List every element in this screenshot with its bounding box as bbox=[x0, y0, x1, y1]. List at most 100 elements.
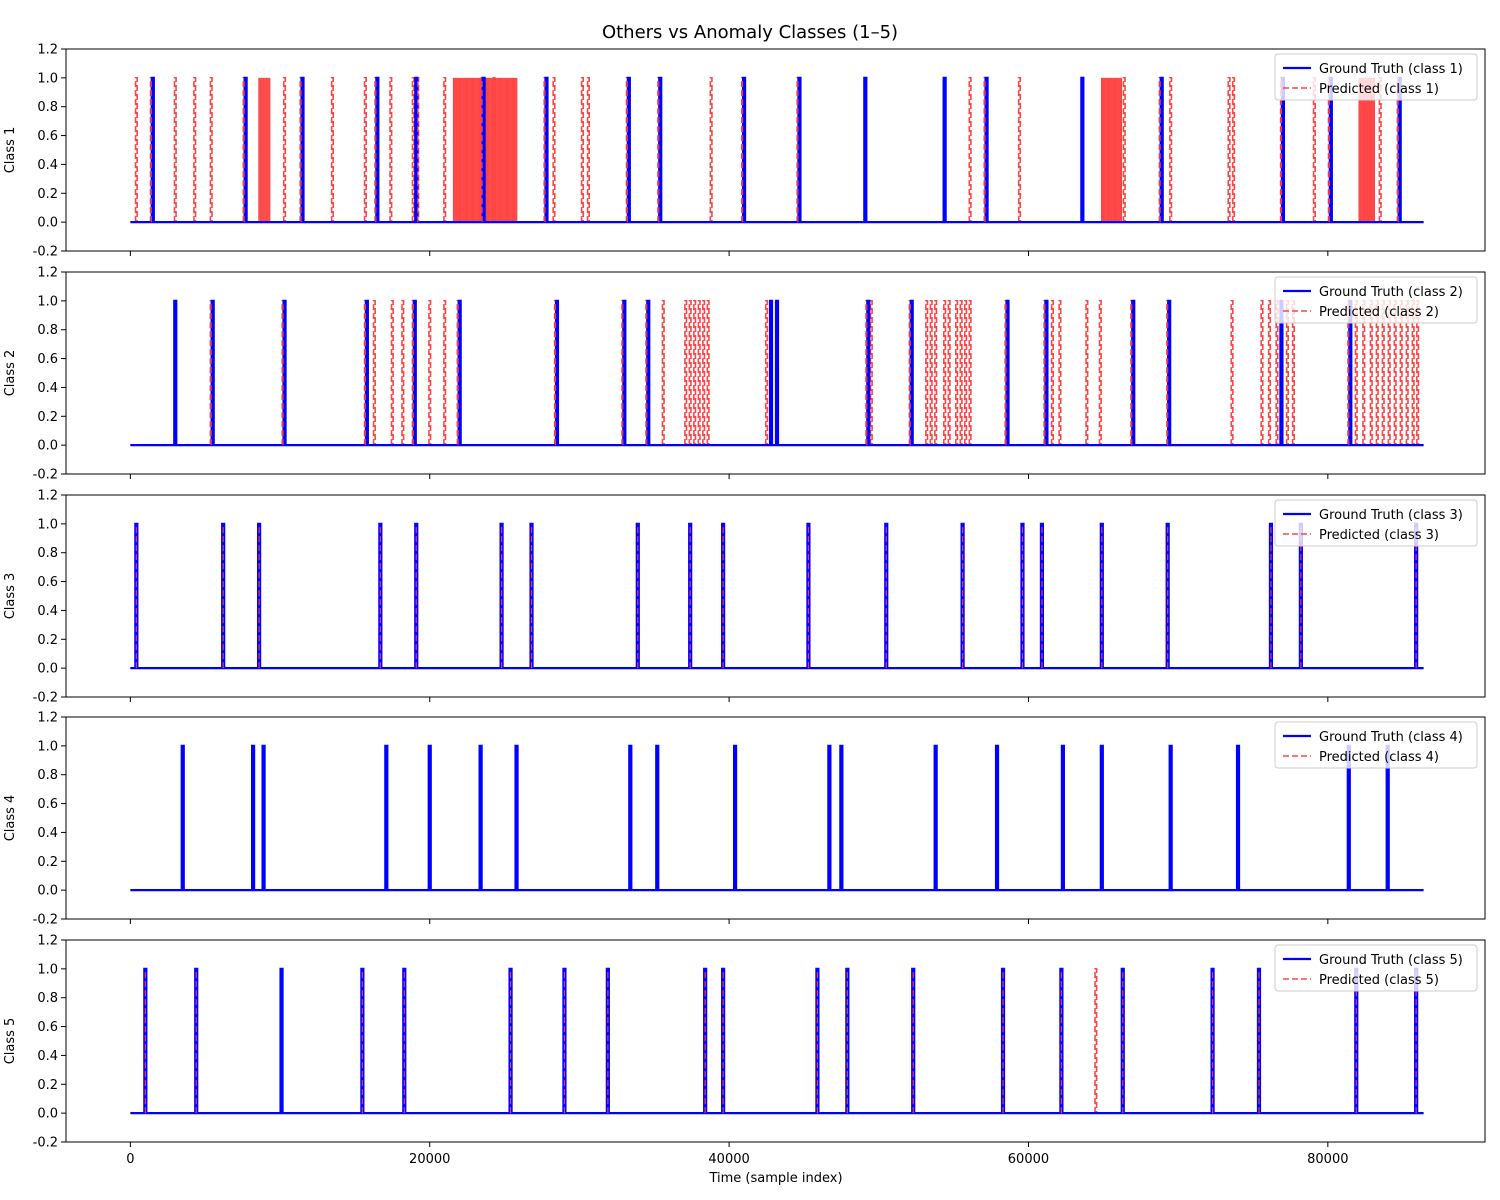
predicted-band-4 bbox=[1358, 77, 1376, 223]
ground-truth-spike bbox=[375, 76, 380, 223]
predicted-spike bbox=[869, 300, 873, 446]
ground-truth-spike bbox=[251, 744, 256, 891]
ground-truth-spike bbox=[173, 299, 178, 446]
y-tick-label: 1.2 bbox=[37, 43, 58, 58]
y-tick-label: 0.8 bbox=[37, 100, 58, 115]
predicted-spike bbox=[330, 77, 335, 223]
y-tick-label: 0.2 bbox=[37, 855, 58, 870]
predicted-spike bbox=[959, 300, 963, 446]
predicted-spike bbox=[968, 300, 972, 446]
legend-label-predicted: Predicted (class 5) bbox=[1319, 973, 1439, 988]
predicted-spike bbox=[934, 300, 938, 446]
ground-truth-spike bbox=[150, 76, 155, 223]
axes-frame bbox=[65, 716, 1486, 920]
ground-truth-spike bbox=[414, 76, 419, 223]
subplot-1: -0.2 0.0 0.2 0.4 0.6 0.8 1.0 1.2 Class 1 Ground T… bbox=[3, 43, 1486, 260]
predicted-spike bbox=[443, 77, 447, 223]
y-tick-label: 0.6 bbox=[37, 1020, 58, 1035]
y-tick-label: -0.2 bbox=[33, 691, 58, 706]
y-tick-label: 0.0 bbox=[37, 662, 58, 677]
legend: Ground Truth (class 1) Predicted (class 1… bbox=[1274, 53, 1478, 101]
y-tick-label: -0.2 bbox=[33, 1136, 58, 1151]
ground-truth-spike bbox=[544, 76, 549, 223]
y-tick-label: 1.2 bbox=[37, 489, 58, 504]
predicted-spike bbox=[1085, 300, 1089, 446]
y-tick-label: 1.0 bbox=[37, 739, 58, 754]
ground-truth-spike bbox=[514, 744, 519, 891]
predicted-spike bbox=[401, 300, 405, 446]
ground-truth-spike bbox=[279, 967, 284, 1114]
predicted-band-3 bbox=[1101, 77, 1123, 223]
y-tick-label: 1.2 bbox=[37, 711, 58, 726]
x-tick-label: 40000 bbox=[708, 1152, 749, 1167]
ground-truth-spike bbox=[942, 76, 947, 223]
legend-label-predicted: Predicted (class 3) bbox=[1319, 528, 1439, 543]
legend-label-predicted: Predicted (class 2) bbox=[1319, 305, 1439, 320]
ground-truth-spike bbox=[364, 299, 369, 446]
predicted-spike bbox=[702, 300, 706, 446]
ground-truth-spike bbox=[827, 744, 832, 891]
ground-truth-spike bbox=[797, 76, 802, 223]
predicted-spike bbox=[764, 300, 769, 446]
predicted-spike bbox=[955, 300, 959, 446]
ground-truth-spike bbox=[1060, 744, 1065, 891]
predicted-spike bbox=[684, 300, 688, 446]
y-tick-label: 0.2 bbox=[37, 187, 58, 202]
predicted-spike bbox=[963, 300, 968, 446]
predicted-spike bbox=[925, 300, 929, 446]
plot-area bbox=[130, 76, 1424, 224]
predicted-spike bbox=[1098, 300, 1102, 446]
ground-truth-spike bbox=[984, 76, 989, 223]
predicted-spike bbox=[1267, 300, 1272, 446]
legend-box bbox=[1274, 944, 1478, 992]
ground-truth-spike bbox=[646, 299, 651, 446]
y-tick-label: -0.2 bbox=[33, 245, 58, 260]
predicted-spike bbox=[134, 77, 138, 223]
predicted-spike bbox=[968, 77, 972, 223]
y-tick-label: 0.0 bbox=[37, 439, 58, 454]
predicted-spike bbox=[1227, 77, 1231, 223]
y-tick-label: 0.8 bbox=[37, 546, 58, 561]
legend-box bbox=[1274, 276, 1478, 324]
predicted-spike bbox=[1094, 968, 1098, 1114]
ground-truth-spike bbox=[481, 76, 486, 223]
predicted-spike bbox=[1169, 77, 1173, 223]
predicted-spike bbox=[1058, 300, 1062, 446]
y-tick-label: 0.6 bbox=[37, 352, 58, 367]
predicted-spike bbox=[1017, 77, 1022, 223]
predicted-band-2 bbox=[452, 77, 518, 223]
chart-title: Others vs Anomaly Classes (1–5) bbox=[602, 22, 898, 43]
predicted-spike bbox=[1230, 300, 1234, 446]
y-tick-label: 1.2 bbox=[37, 266, 58, 281]
legend-label-predicted: Predicted (class 4) bbox=[1319, 750, 1439, 765]
y-tick-label: 0.2 bbox=[37, 1078, 58, 1093]
y-tick-label: -0.2 bbox=[33, 468, 58, 483]
ground-truth-spike bbox=[180, 744, 185, 891]
legend-label-ground-truth: Ground Truth (class 1) bbox=[1319, 62, 1463, 77]
ground-truth-spike bbox=[768, 299, 774, 446]
y-axis-label: Class 4 bbox=[3, 795, 18, 842]
y-tick-label: -0.2 bbox=[33, 913, 58, 928]
y-tick-label: 0.0 bbox=[37, 884, 58, 899]
ground-truth-spike bbox=[863, 76, 868, 223]
y-tick-label: 0.4 bbox=[37, 604, 58, 619]
plot-area bbox=[130, 299, 1424, 447]
subplot-3: -0.2 0.0 0.2 0.4 0.6 0.8 1.0 1.2 Class 3 Ground T… bbox=[3, 489, 1486, 706]
predicted-spike bbox=[688, 300, 692, 446]
axes-frame bbox=[65, 48, 1486, 252]
legend-box bbox=[1274, 499, 1478, 547]
ground-truth-spike bbox=[626, 76, 631, 223]
legend: Ground Truth (class 5) Predicted (class 5… bbox=[1274, 944, 1478, 992]
subplot-2: -0.2 0.0 0.2 0.4 0.6 0.8 1.0 1.2 Class 2 Ground T… bbox=[3, 266, 1486, 483]
predicted-spike bbox=[389, 77, 393, 223]
ground-truth-spike bbox=[300, 76, 305, 223]
subplot-4: -0.2 0.0 0.2 0.4 0.6 0.8 1.0 1.2 Class 4 Ground T… bbox=[3, 711, 1486, 928]
predicted-spike bbox=[363, 77, 367, 223]
y-axis-label: Class 3 bbox=[3, 573, 18, 620]
ground-truth-spike bbox=[427, 744, 432, 891]
predicted-spike bbox=[390, 300, 394, 446]
legend: Ground Truth (class 4) Predicted (class 4… bbox=[1274, 721, 1478, 769]
ground-truth-spike bbox=[933, 744, 938, 891]
ground-truth-spike bbox=[732, 744, 738, 891]
y-tick-label: 1.0 bbox=[37, 517, 58, 532]
